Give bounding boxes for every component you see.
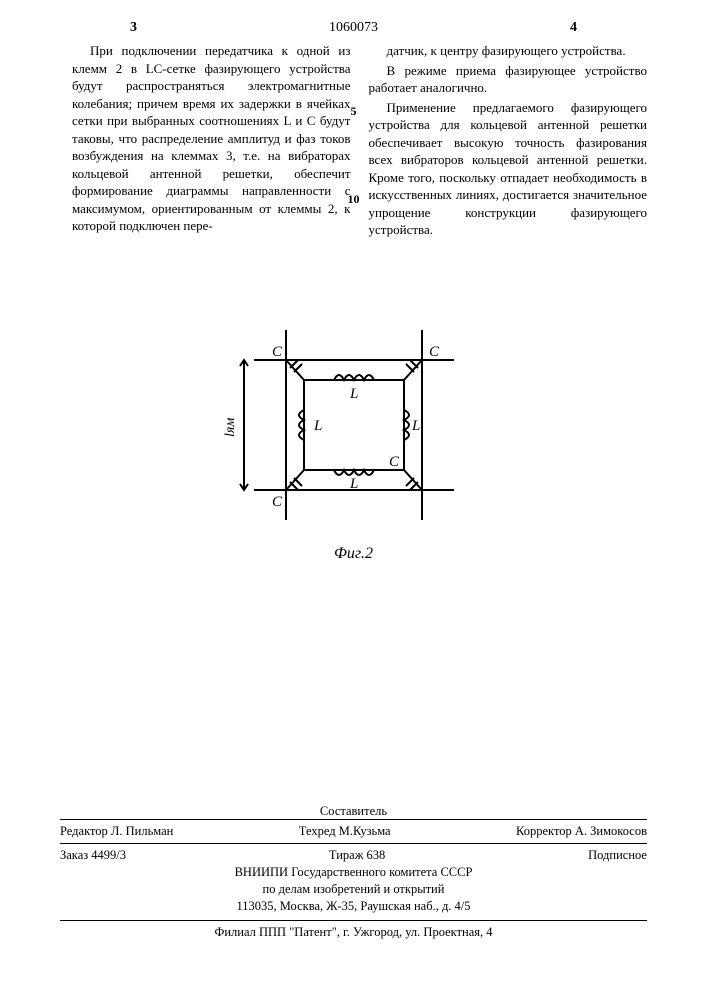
figure-caption: Фиг.2 [334,545,373,563]
footer-addr1: 113035, Москва, Ж-35, Раушская наб., д. … [60,899,647,914]
dimension-label: lям [224,418,238,437]
line-number-5: 5 [351,104,357,119]
page-number-left: 3 [130,20,137,36]
label-c-tr: C [429,344,440,360]
right-para-1: датчик, к центру фазирующего устройства. [369,42,648,60]
right-para-2: В режиме приема фазирующее устройство ра… [369,62,648,97]
label-c-br: C [389,454,400,470]
footer-editor: Редактор Л. Пильман [60,824,173,839]
page-number-right: 4 [570,20,577,36]
label-l-right: L [411,418,420,434]
circuit-diagram: C C C C L L L L lям [224,310,484,550]
line-number-10: 10 [348,192,360,207]
footer-org2: по делам изобретений и открытий [60,882,647,897]
footer-tirazh: Тираж 638 [329,848,385,863]
document-number: 1060073 [329,20,378,36]
label-l-left: L [313,418,322,434]
right-para-3: Применение предлагаемого фазирующего уст… [369,99,648,239]
label-c-bl: C [272,494,283,510]
footer-branch: Филиал ППП "Патент", г. Ужгород, ул. Про… [60,920,647,940]
footer-corrector: Корректор А. Зимокосов [516,824,647,839]
text-columns: При подключении передатчика к одной из к… [72,42,647,241]
footer-subscribe: Подписное [588,848,647,863]
label-c-tl: C [272,344,283,360]
footer-compiler: Составитель [60,804,647,819]
left-para-1: При подключении передатчика к одной из к… [72,42,351,235]
footer-order: Заказ 4499/3 [60,848,126,863]
footer-org1: ВНИИПИ Государственного комитета СССР [60,865,647,880]
label-l-top: L [349,386,358,402]
footer-row-order: Заказ 4499/3 Тираж 638 Подписное [60,843,647,863]
footer: Составитель Редактор Л. Пильман Техред М… [60,802,647,940]
left-column: При подключении передатчика к одной из к… [72,42,351,241]
footer-tech: Техред М.Кузьма [299,824,391,839]
footer-row-credits: Редактор Л. Пильман Техред М.Кузьма Корр… [60,819,647,839]
label-l-bottom: L [349,476,358,492]
right-column: датчик, к центру фазирующего устройства.… [369,42,648,241]
